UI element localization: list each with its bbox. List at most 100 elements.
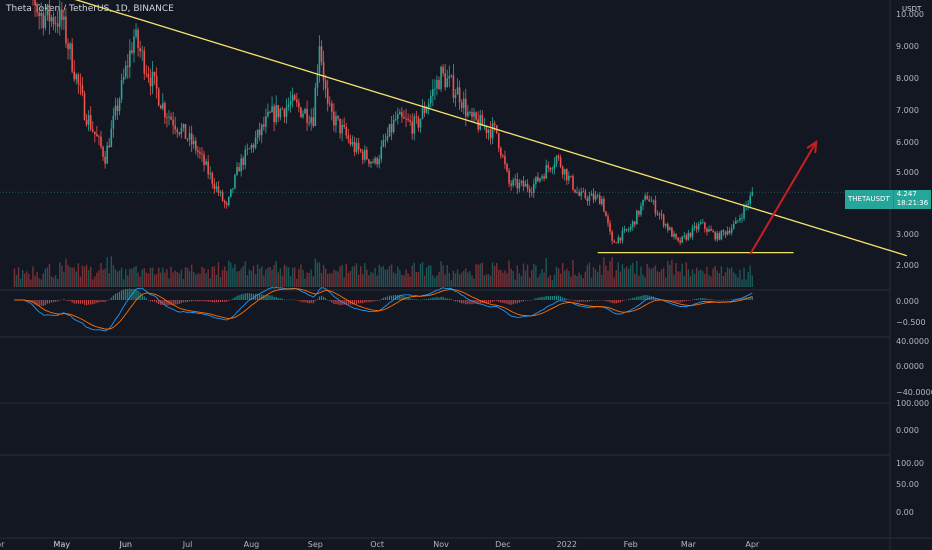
macd-hist-339 — [712, 299, 714, 300]
volume-bar-251 — [531, 270, 533, 287]
volume-bar-230 — [487, 274, 490, 287]
macd-hist-107 — [234, 297, 236, 300]
candle-313 — [658, 214, 661, 216]
macd-hist-205 — [436, 297, 438, 300]
volume-bar-309 — [650, 268, 652, 287]
macd-hist-26 — [67, 300, 69, 302]
candle-28 — [71, 43, 73, 72]
macd-hist-292 — [615, 300, 617, 304]
macd-hist-135 — [292, 299, 294, 300]
indicator-2-tick-1: 0.000 — [896, 426, 919, 435]
candle-108 — [236, 167, 238, 175]
volume-bar-120 — [261, 266, 263, 287]
candle-20 — [54, 23, 57, 25]
macd-hist-328 — [689, 300, 692, 301]
candle-48 — [112, 115, 115, 129]
volume-bar-133 — [287, 267, 290, 287]
volume-bar-156 — [335, 270, 337, 287]
volume-bar-261 — [551, 279, 554, 287]
resistance-trendline[interactable] — [39, 0, 908, 257]
time-tick-0: pr — [0, 540, 5, 549]
macd-hist-234 — [496, 300, 498, 302]
volume-bar-168 — [359, 266, 362, 287]
volume-bar-137 — [296, 278, 298, 287]
volume-bar-252 — [533, 263, 535, 287]
macd-hist-324 — [681, 300, 683, 302]
candle-97 — [213, 183, 216, 189]
macd-hist-303 — [638, 296, 640, 300]
time-tick-3: Jul — [182, 540, 193, 549]
volume-bar-119 — [258, 268, 261, 287]
macd-hist-74 — [166, 300, 168, 306]
volume-bar-187 — [399, 270, 401, 287]
volume-bar-124 — [269, 267, 271, 287]
candle-41 — [98, 136, 100, 138]
candle-177 — [378, 159, 381, 165]
volume-bar-146 — [314, 258, 317, 287]
volume-bar-79 — [176, 271, 178, 287]
macd-hist-96 — [211, 300, 213, 303]
candle-187 — [399, 112, 401, 115]
candle-348 — [730, 228, 733, 233]
candle-80 — [178, 132, 181, 135]
candle-56 — [129, 50, 131, 68]
candle-222 — [471, 112, 473, 117]
candle-166 — [355, 142, 358, 152]
volume-bar-8 — [30, 279, 32, 287]
macd-hist-178 — [380, 298, 382, 300]
macd-hist-151 — [325, 298, 327, 300]
candle-119 — [258, 129, 261, 136]
candle-125 — [271, 106, 273, 113]
candle-240 — [508, 170, 510, 184]
macd-hist-198 — [421, 299, 424, 300]
macd-hist-341 — [716, 300, 718, 301]
candle-91 — [201, 153, 203, 155]
candle-13 — [40, 12, 43, 17]
volume-bar-287 — [605, 265, 607, 287]
time-tick-12: Apr — [745, 540, 760, 549]
candle-260 — [549, 167, 552, 170]
macd-hist-214 — [454, 300, 457, 302]
macd-hist-105 — [230, 299, 232, 301]
macd-hist-343 — [720, 300, 722, 301]
candle-273 — [576, 192, 578, 194]
volume-bar-225 — [477, 264, 479, 287]
macd-hist-215 — [456, 300, 459, 302]
candle-284 — [598, 195, 601, 205]
volume-bar-207 — [440, 261, 442, 287]
macd-hist-115 — [250, 293, 253, 300]
candle-219 — [464, 98, 467, 117]
macd-hist-302 — [636, 296, 638, 300]
candle-215 — [456, 87, 459, 95]
volume-bar-293 — [617, 262, 620, 287]
macd-hist-124 — [269, 295, 271, 300]
candle-261 — [551, 168, 554, 170]
macd-hist-52 — [121, 290, 123, 300]
volume-bar-154 — [331, 273, 333, 287]
macd-hist-67 — [151, 300, 154, 302]
candle-69 — [155, 75, 158, 89]
macd-hist-187 — [399, 294, 401, 300]
macd-hist-114 — [248, 293, 250, 300]
projection-arrow[interactable] — [749, 141, 818, 255]
volume-bar-308 — [648, 267, 650, 287]
macd-hist-109 — [238, 295, 240, 300]
candle-270 — [570, 175, 572, 177]
volume-bar-153 — [329, 273, 331, 287]
candle-331 — [695, 225, 698, 230]
candle-295 — [621, 230, 624, 241]
volume-bar-149 — [320, 272, 323, 287]
macd-hist-63 — [143, 296, 145, 300]
volume-bar-311 — [654, 265, 657, 287]
volume-bar-281 — [592, 267, 595, 287]
macd-hist-281 — [592, 300, 595, 301]
volume-bar-74 — [166, 269, 168, 287]
volume-bar-246 — [520, 275, 523, 287]
volume-bar-139 — [300, 264, 302, 287]
macd-hist-180 — [384, 297, 387, 300]
volume-bar-113 — [246, 275, 249, 287]
macd-hist-196 — [417, 299, 419, 301]
macd-hist-91 — [201, 300, 203, 302]
macd-hist-311 — [654, 297, 657, 300]
